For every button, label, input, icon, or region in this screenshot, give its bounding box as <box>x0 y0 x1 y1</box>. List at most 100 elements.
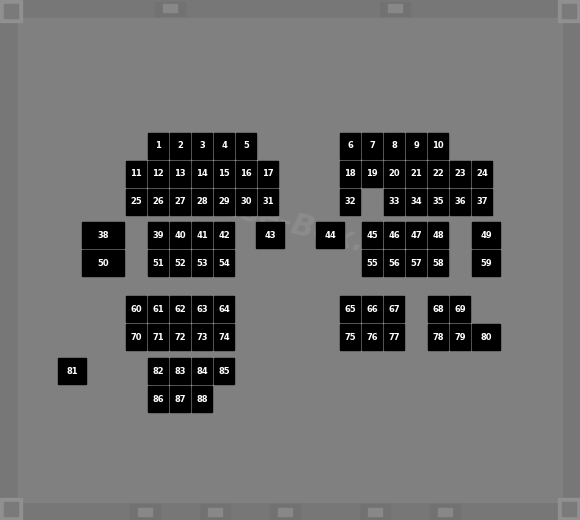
Bar <box>214 358 234 384</box>
Bar <box>126 161 146 187</box>
Bar <box>170 133 190 159</box>
Text: 21: 21 <box>410 170 422 178</box>
Text: 39: 39 <box>152 230 164 240</box>
Bar <box>278 508 292 516</box>
Bar <box>170 222 190 248</box>
Bar <box>362 324 382 350</box>
Bar <box>192 324 212 350</box>
Text: 82: 82 <box>152 367 164 375</box>
Text: 40: 40 <box>174 230 186 240</box>
Bar <box>0 0 580 18</box>
Text: 20: 20 <box>388 170 400 178</box>
Text: 15: 15 <box>218 170 230 178</box>
Text: 48: 48 <box>432 230 444 240</box>
Bar <box>340 296 360 322</box>
Bar <box>406 189 426 215</box>
Bar <box>148 161 168 187</box>
Text: 87: 87 <box>174 395 186 404</box>
Bar <box>384 324 404 350</box>
Bar <box>192 296 212 322</box>
Text: 5: 5 <box>243 141 249 150</box>
Bar <box>450 189 470 215</box>
Bar <box>428 222 448 248</box>
Text: 25: 25 <box>130 198 142 206</box>
Bar <box>428 189 448 215</box>
Text: 28: 28 <box>196 198 208 206</box>
Bar <box>148 250 168 276</box>
Text: 29: 29 <box>218 198 230 206</box>
Text: 32: 32 <box>344 198 356 206</box>
Bar <box>170 358 190 384</box>
Bar <box>558 498 580 520</box>
Bar <box>340 161 360 187</box>
Text: 73: 73 <box>196 332 208 342</box>
Bar <box>406 161 426 187</box>
Text: 74: 74 <box>218 332 230 342</box>
Text: 33: 33 <box>388 198 400 206</box>
Bar <box>562 4 576 18</box>
Text: 37: 37 <box>476 198 488 206</box>
Text: 4: 4 <box>221 141 227 150</box>
Bar <box>384 250 404 276</box>
Bar <box>214 250 234 276</box>
Text: 67: 67 <box>388 305 400 314</box>
Bar <box>170 250 190 276</box>
Bar <box>208 508 222 516</box>
Bar <box>362 222 382 248</box>
Text: 71: 71 <box>152 332 164 342</box>
Bar <box>170 161 190 187</box>
Bar <box>384 189 404 215</box>
Bar <box>170 386 190 412</box>
Bar <box>214 296 234 322</box>
Bar <box>384 296 404 322</box>
Text: 18: 18 <box>344 170 356 178</box>
Text: 80: 80 <box>480 332 492 342</box>
Text: 65: 65 <box>344 305 356 314</box>
Bar <box>82 250 124 276</box>
Bar <box>384 222 404 248</box>
Text: 70: 70 <box>130 332 142 342</box>
Text: 23: 23 <box>454 170 466 178</box>
Bar <box>558 0 580 22</box>
Bar <box>472 189 492 215</box>
Text: 26: 26 <box>152 198 164 206</box>
Bar <box>236 189 256 215</box>
Bar <box>155 2 185 16</box>
Bar <box>388 4 402 12</box>
Bar <box>170 324 190 350</box>
Text: 8: 8 <box>391 141 397 150</box>
Text: 7: 7 <box>369 141 375 150</box>
Text: 49: 49 <box>480 230 492 240</box>
Text: 79: 79 <box>454 332 466 342</box>
Text: 14: 14 <box>196 170 208 178</box>
Text: 62: 62 <box>174 305 186 314</box>
Bar <box>0 498 22 520</box>
Text: 78: 78 <box>432 332 444 342</box>
Text: 16: 16 <box>240 170 252 178</box>
Bar <box>450 161 470 187</box>
Bar <box>4 4 18 18</box>
Bar <box>192 161 212 187</box>
Text: 84: 84 <box>196 367 208 375</box>
Text: 58: 58 <box>432 258 444 267</box>
Bar <box>214 133 234 159</box>
Bar <box>82 222 124 248</box>
Text: 10: 10 <box>432 141 444 150</box>
Bar <box>170 296 190 322</box>
Text: 77: 77 <box>388 332 400 342</box>
Bar <box>562 0 580 520</box>
Text: 27: 27 <box>174 198 186 206</box>
Text: 60: 60 <box>130 305 142 314</box>
Bar <box>472 222 500 248</box>
Bar <box>236 161 256 187</box>
Text: 66: 66 <box>366 305 378 314</box>
Text: 13: 13 <box>174 170 186 178</box>
Text: 88: 88 <box>196 395 208 404</box>
Bar <box>192 386 212 412</box>
Bar <box>406 133 426 159</box>
Text: 24: 24 <box>476 170 488 178</box>
Bar <box>472 161 492 187</box>
Bar <box>192 189 212 215</box>
Text: 12: 12 <box>152 170 164 178</box>
Text: 34: 34 <box>410 198 422 206</box>
